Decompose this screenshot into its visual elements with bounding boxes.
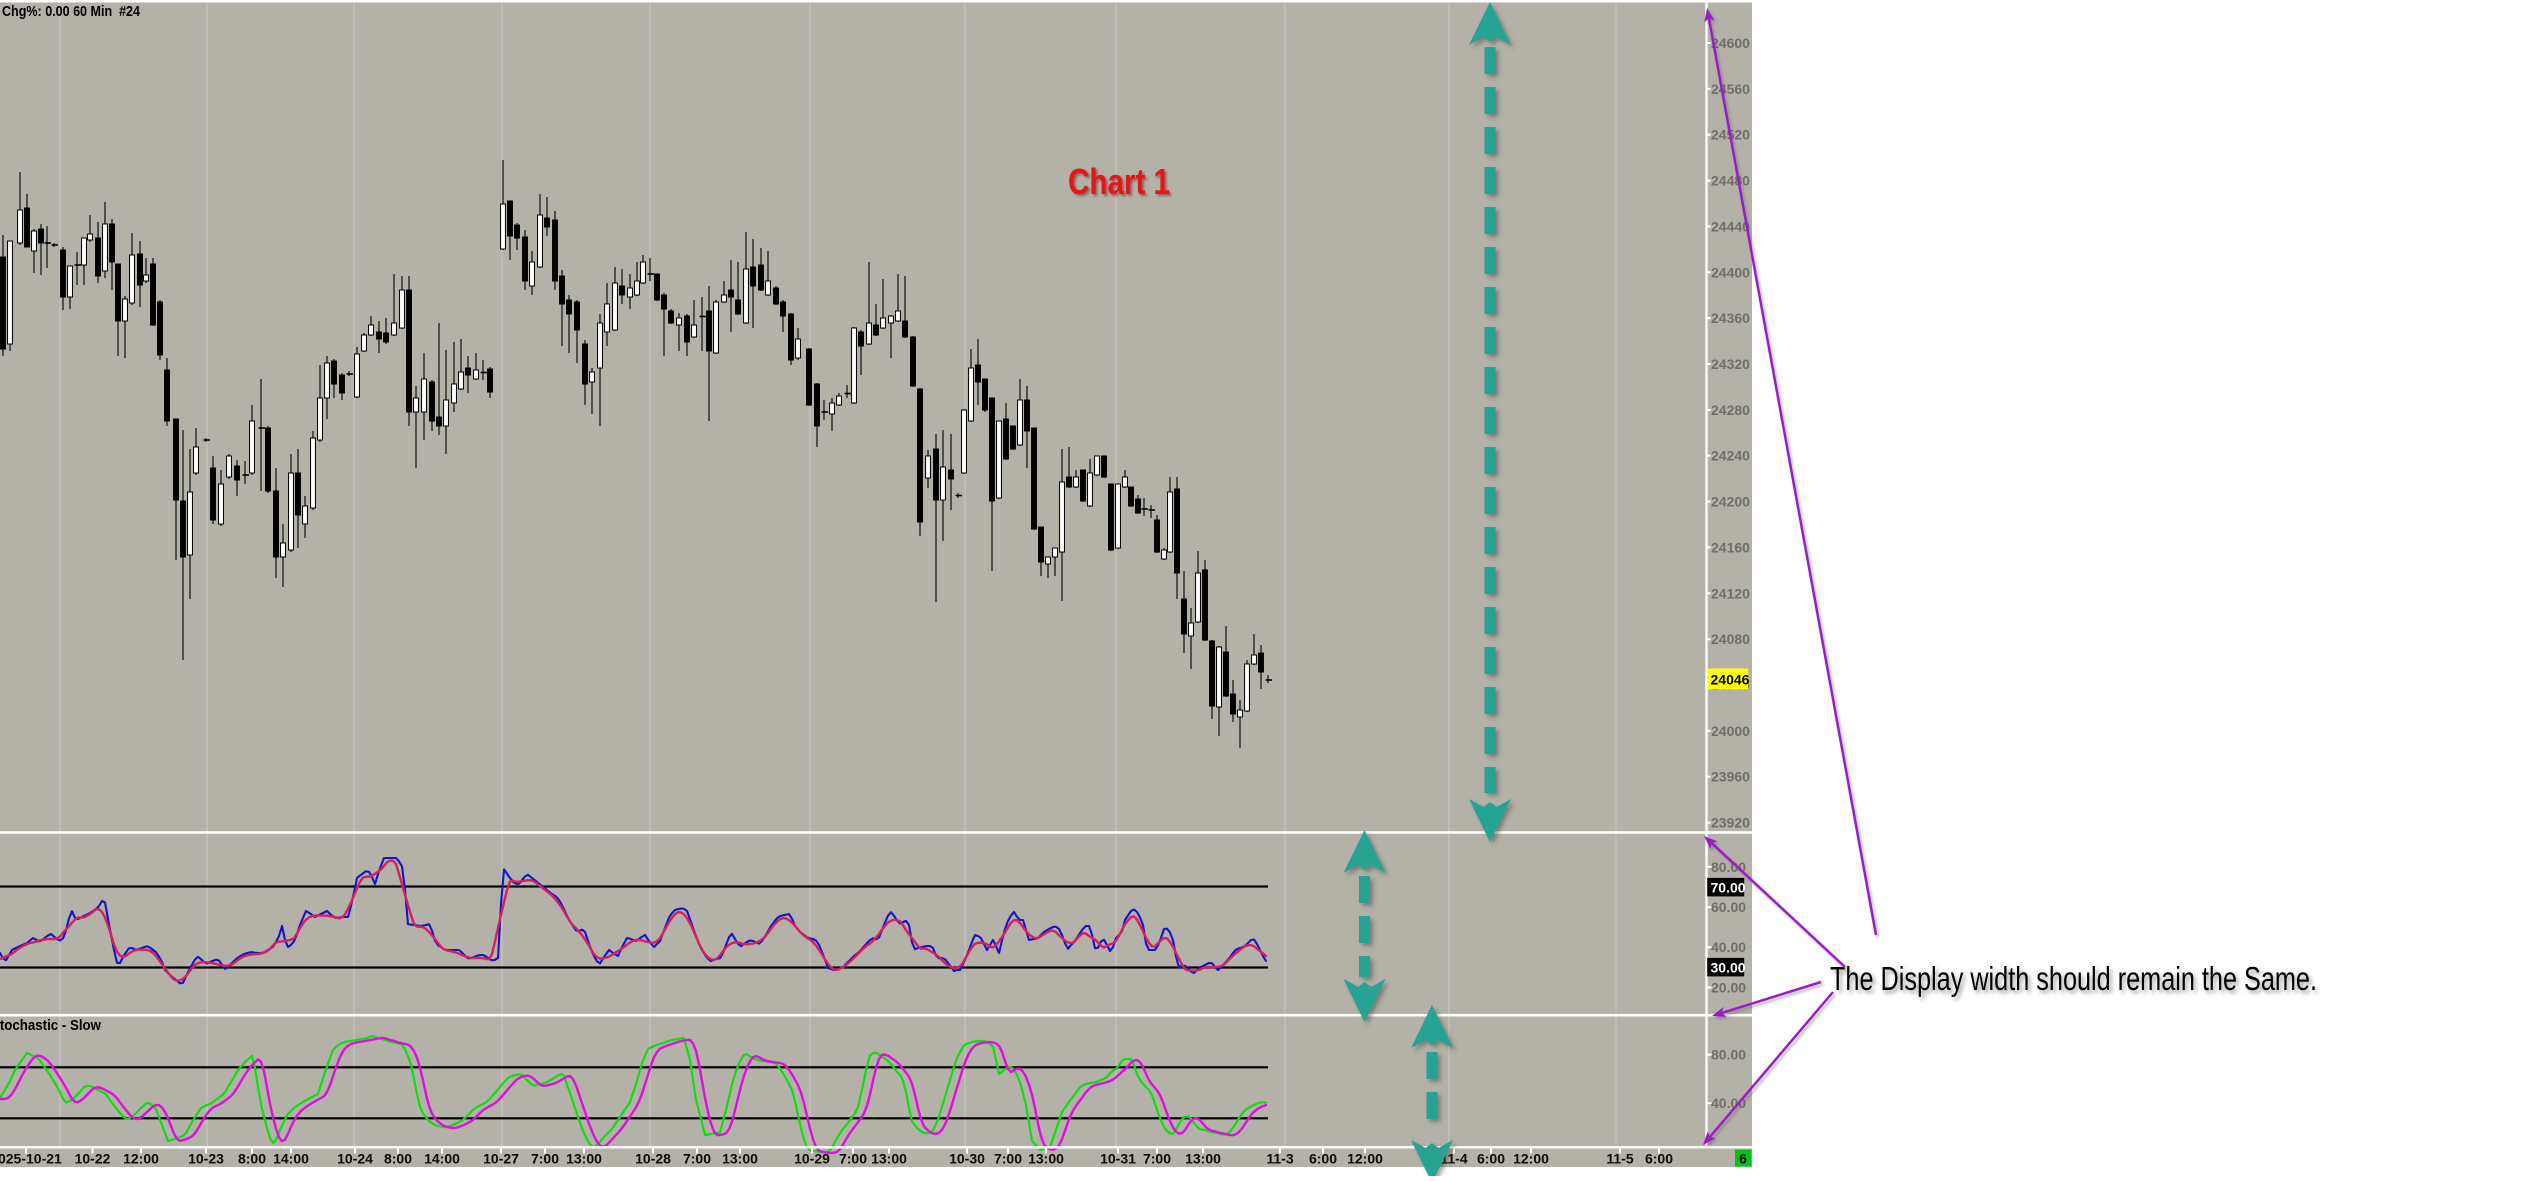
svg-text:30.00: 30.00 — [1711, 959, 1746, 975]
svg-text:23960: 23960 — [1711, 769, 1750, 785]
svg-text:24160: 24160 — [1711, 539, 1750, 555]
svg-text:7:00: 7:00 — [1143, 1151, 1171, 1167]
svg-text:13:00: 13:00 — [1185, 1151, 1221, 1167]
svg-text:24320: 24320 — [1711, 356, 1750, 372]
svg-text:6: 6 — [1739, 1151, 1747, 1167]
svg-text:11-5: 11-5 — [1606, 1151, 1633, 1167]
svg-text:Chg%: 0.00 60 Min #24: Chg%: 0.00 60 Min #24 — [2, 4, 140, 20]
svg-text:8:00: 8:00 — [238, 1151, 266, 1167]
svg-text:24046: 24046 — [1711, 672, 1750, 688]
svg-text:The Display width should remai: The Display width should remain the Same… — [1830, 960, 2317, 997]
svg-text:24600: 24600 — [1711, 35, 1750, 51]
svg-text:20.00: 20.00 — [1711, 980, 1746, 996]
svg-text:7:00: 7:00 — [839, 1151, 867, 1167]
svg-text:24240: 24240 — [1711, 448, 1750, 464]
svg-text:2025-10-21: 2025-10-21 — [0, 1151, 62, 1167]
svg-text:7:00: 7:00 — [994, 1151, 1022, 1167]
svg-text:40.00: 40.00 — [1711, 939, 1746, 955]
svg-text:60.00: 60.00 — [1711, 899, 1746, 915]
svg-text:10-27: 10-27 — [483, 1151, 519, 1167]
svg-text:6:00: 6:00 — [1477, 1151, 1505, 1167]
svg-text:24080: 24080 — [1711, 631, 1750, 647]
svg-text:10-30: 10-30 — [949, 1151, 985, 1167]
svg-text:14:00: 14:00 — [273, 1151, 309, 1167]
svg-text:6:00: 6:00 — [1309, 1151, 1337, 1167]
svg-text:24360: 24360 — [1711, 310, 1750, 326]
svg-text:24280: 24280 — [1711, 402, 1750, 418]
svg-text:24560: 24560 — [1711, 81, 1750, 97]
svg-text:10-22: 10-22 — [75, 1151, 111, 1167]
svg-text:12:00: 12:00 — [1513, 1151, 1549, 1167]
svg-text:7:00: 7:00 — [531, 1151, 559, 1167]
svg-text:13:00: 13:00 — [871, 1151, 907, 1167]
svg-text:40.00: 40.00 — [1711, 1095, 1746, 1111]
svg-text:24120: 24120 — [1711, 585, 1750, 601]
svg-text:13:00: 13:00 — [722, 1151, 758, 1167]
svg-text:24200: 24200 — [1711, 494, 1750, 510]
svg-text:8:00: 8:00 — [384, 1151, 412, 1167]
svg-text:12:00: 12:00 — [1347, 1151, 1383, 1167]
svg-text:80.00: 80.00 — [1711, 1047, 1746, 1063]
svg-text:24400: 24400 — [1711, 264, 1750, 280]
svg-text:Stochastic - Slow: Stochastic - Slow — [0, 1017, 101, 1034]
svg-text:Chart 1: Chart 1 — [1068, 161, 1170, 202]
svg-text:24000: 24000 — [1711, 723, 1750, 739]
svg-text:24480: 24480 — [1711, 173, 1750, 189]
svg-text:12:00: 12:00 — [123, 1151, 159, 1167]
svg-text:13:00: 13:00 — [566, 1151, 602, 1167]
svg-text:10-24: 10-24 — [337, 1151, 373, 1167]
svg-text:7:00: 7:00 — [683, 1151, 711, 1167]
svg-text:13:00: 13:00 — [1028, 1151, 1064, 1167]
svg-text:11-3: 11-3 — [1266, 1151, 1293, 1167]
svg-text:14:00: 14:00 — [424, 1151, 460, 1167]
svg-text:10-28: 10-28 — [635, 1151, 671, 1167]
svg-text:24440: 24440 — [1711, 218, 1750, 234]
svg-text:10-29: 10-29 — [794, 1151, 830, 1167]
svg-text:6:00: 6:00 — [1645, 1151, 1673, 1167]
svg-text:10-23: 10-23 — [188, 1151, 224, 1167]
svg-text:23920: 23920 — [1711, 815, 1750, 831]
svg-text:80.00: 80.00 — [1711, 859, 1746, 875]
svg-text:70.00: 70.00 — [1711, 879, 1746, 895]
svg-text:10-31: 10-31 — [1100, 1151, 1136, 1167]
svg-text:11-4: 11-4 — [1440, 1151, 1467, 1167]
